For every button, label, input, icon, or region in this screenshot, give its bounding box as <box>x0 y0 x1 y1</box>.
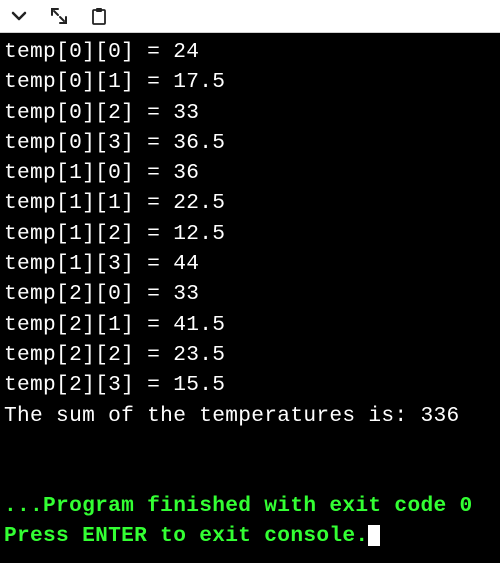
output-line: temp[0][3] = 36.5 <box>4 128 500 158</box>
output-line: temp[1][0] = 36 <box>4 158 500 188</box>
output-line: temp[0][2] = 33 <box>4 98 500 128</box>
sum-line: The sum of the temperatures is: 336 <box>4 401 500 431</box>
output-line: temp[2][2] = 23.5 <box>4 340 500 370</box>
cursor <box>368 525 380 546</box>
output-line: temp[1][1] = 22.5 <box>4 188 500 218</box>
output-line: temp[0][0] = 24 <box>4 37 500 67</box>
exit-code-line: ...Program finished with exit code 0 <box>4 491 500 521</box>
output-line: temp[1][2] = 12.5 <box>4 219 500 249</box>
prompt-text: Press ENTER to exit console. <box>4 524 368 548</box>
toolbar <box>0 0 500 33</box>
output-line: temp[1][3] = 44 <box>4 249 500 279</box>
console-output: temp[0][0] = 24 temp[0][1] = 17.5 temp[0… <box>0 33 500 563</box>
output-line: temp[2][1] = 41.5 <box>4 310 500 340</box>
blank-spacer <box>4 431 500 491</box>
output-line: temp[0][1] = 17.5 <box>4 67 500 97</box>
clipboard-icon[interactable] <box>90 7 108 25</box>
expand-icon[interactable] <box>50 7 68 25</box>
output-line: temp[2][0] = 33 <box>4 279 500 309</box>
output-line: temp[2][3] = 15.5 <box>4 370 500 400</box>
prompt-line: Press ENTER to exit console. <box>4 521 500 551</box>
chevron-down-icon[interactable] <box>10 7 28 25</box>
